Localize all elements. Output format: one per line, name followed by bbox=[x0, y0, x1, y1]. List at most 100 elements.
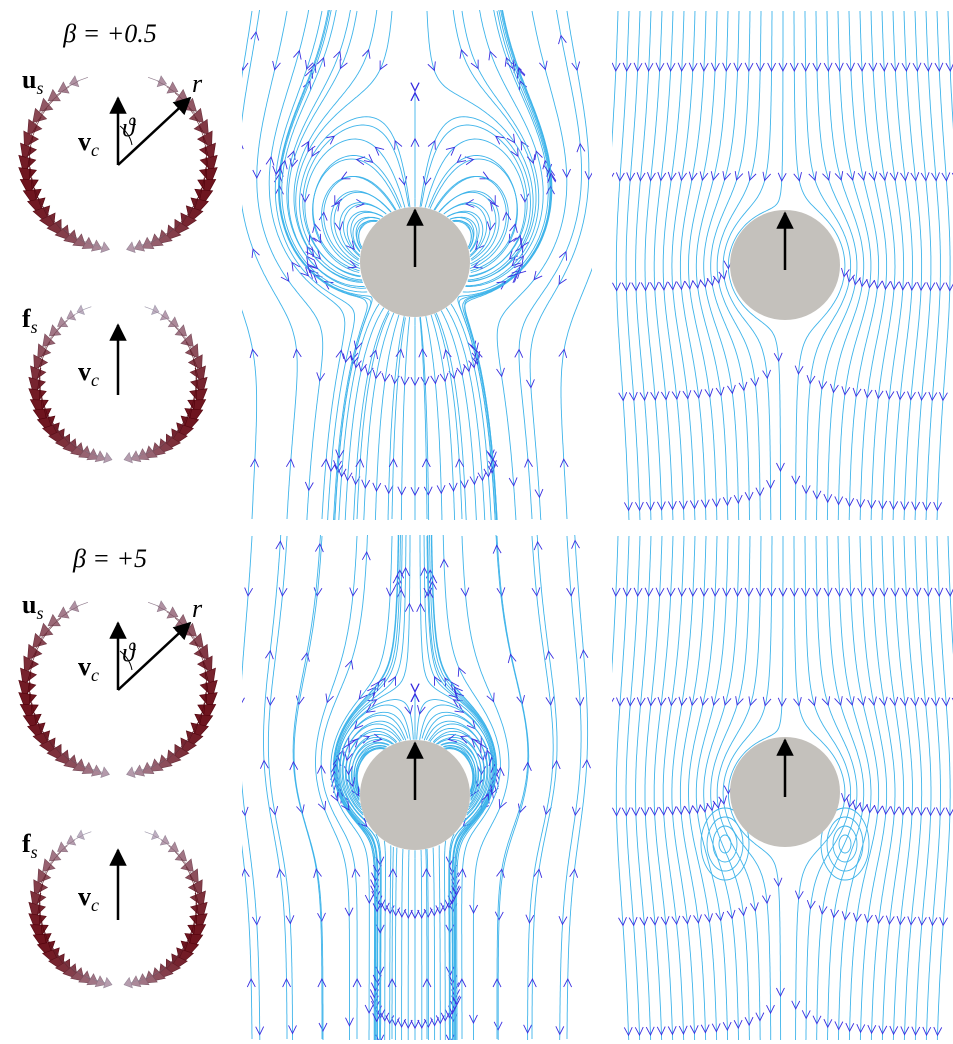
streamline bbox=[626, 536, 640, 1044]
streamline bbox=[663, 536, 684, 1044]
flow-arrow bbox=[411, 684, 419, 692]
vc-label: vc bbox=[78, 127, 99, 160]
surface-arrow bbox=[77, 830, 91, 839]
flow-arrow bbox=[235, 141, 243, 149]
streamline bbox=[408, 858, 409, 1044]
streamline bbox=[240, 536, 260, 1044]
vc-label-sub: c bbox=[91, 665, 99, 685]
flow-arrow bbox=[606, 698, 614, 706]
streamline bbox=[237, 11, 252, 112]
streamline bbox=[409, 317, 410, 325]
surface-arrow bbox=[24, 117, 41, 147]
surface-arrow bbox=[169, 321, 187, 336]
flow-arrow bbox=[503, 212, 511, 220]
vc-label: vc bbox=[78, 357, 99, 390]
surface-arrow bbox=[167, 87, 188, 101]
streamline bbox=[926, 11, 941, 526]
streamline bbox=[530, 11, 589, 525]
flow-arrow bbox=[411, 684, 419, 692]
streamline bbox=[401, 325, 409, 527]
streamline bbox=[439, 320, 466, 525]
vortex-line bbox=[827, 817, 863, 871]
streamline bbox=[426, 849, 427, 1039]
flow-arrow bbox=[411, 83, 419, 91]
streamline bbox=[427, 324, 442, 525]
streamline bbox=[380, 209, 386, 214]
us-label-main: u bbox=[22, 590, 36, 619]
streamline bbox=[364, 320, 391, 525]
surface-arrow bbox=[161, 840, 178, 852]
streamline bbox=[333, 302, 367, 526]
flow-arrow bbox=[809, 171, 817, 180]
streamline bbox=[496, 529, 528, 1039]
surface-arrow bbox=[58, 840, 75, 852]
vc-label: vc bbox=[78, 652, 99, 685]
r-label: r bbox=[192, 69, 203, 98]
streamline bbox=[397, 315, 399, 323]
streamline bbox=[528, 536, 554, 1044]
streamline bbox=[441, 311, 445, 318]
streamline bbox=[915, 11, 931, 526]
streamline bbox=[937, 536, 950, 1044]
streamline bbox=[561, 253, 597, 519]
vortex-line bbox=[839, 835, 851, 853]
flow-arrow bbox=[428, 61, 436, 70]
vc-label-sub: c bbox=[91, 140, 99, 160]
streamline bbox=[366, 835, 375, 1044]
flow-panel bbox=[606, 536, 953, 1044]
surface-arrow bbox=[169, 846, 187, 861]
flow-arrow bbox=[411, 83, 419, 91]
streamline bbox=[926, 536, 941, 1044]
streamline bbox=[616, 536, 629, 1044]
streamline bbox=[636, 536, 651, 1044]
flow-arrow bbox=[237, 697, 245, 705]
surface-arrow bbox=[161, 315, 178, 327]
surface-arrow bbox=[70, 76, 88, 87]
figure: β = +0.5usvcϑrfsvcβ = +5usvcϑrfsvc bbox=[0, 0, 953, 1044]
vc-label-sub: c bbox=[91, 895, 99, 915]
vc-label-main: v bbox=[78, 127, 91, 156]
streamline bbox=[237, 804, 252, 1039]
streamline bbox=[421, 858, 422, 1044]
streamline bbox=[433, 323, 454, 527]
streamline bbox=[403, 200, 405, 208]
surface-arrow bbox=[24, 642, 41, 672]
streamline bbox=[402, 857, 403, 1044]
flow-arrow bbox=[411, 83, 419, 91]
fs-label-sub: s bbox=[31, 317, 38, 337]
us-label: us bbox=[22, 590, 43, 623]
streamline bbox=[355, 280, 363, 281]
fs-label: fs bbox=[22, 829, 38, 862]
streamline bbox=[392, 847, 393, 1039]
surface-arrow bbox=[49, 846, 67, 861]
flow-arrow bbox=[411, 83, 419, 91]
surface-arrow bbox=[167, 612, 188, 626]
streamline bbox=[680, 11, 706, 526]
flow-arrow bbox=[763, 172, 771, 181]
streamline bbox=[838, 536, 871, 1044]
streamline bbox=[882, 536, 904, 1044]
us-label-main: u bbox=[22, 65, 36, 94]
angle-label: ϑ bbox=[122, 113, 136, 142]
surface-arrow bbox=[145, 305, 159, 314]
fs-label-main: f bbox=[22, 829, 31, 858]
flow-arrow bbox=[606, 173, 614, 181]
us-label: us bbox=[22, 65, 43, 98]
streamline bbox=[607, 536, 618, 760]
streamline bbox=[403, 316, 405, 324]
flow-arrow bbox=[411, 684, 419, 692]
streamline bbox=[445, 851, 446, 1044]
streamline bbox=[433, 856, 434, 1044]
surface-arrow bbox=[145, 830, 159, 839]
streamline bbox=[672, 536, 695, 1044]
beta-label: β = +5 bbox=[72, 544, 147, 573]
streamline bbox=[838, 11, 871, 527]
streamline bbox=[626, 11, 640, 526]
surface-arrow bbox=[77, 305, 91, 314]
streamline bbox=[882, 11, 904, 527]
vc-label: vc bbox=[78, 882, 99, 915]
streamline bbox=[439, 853, 440, 1044]
fs-label: fs bbox=[22, 304, 38, 337]
streamline bbox=[663, 11, 684, 527]
surface-arrow bbox=[49, 321, 67, 336]
